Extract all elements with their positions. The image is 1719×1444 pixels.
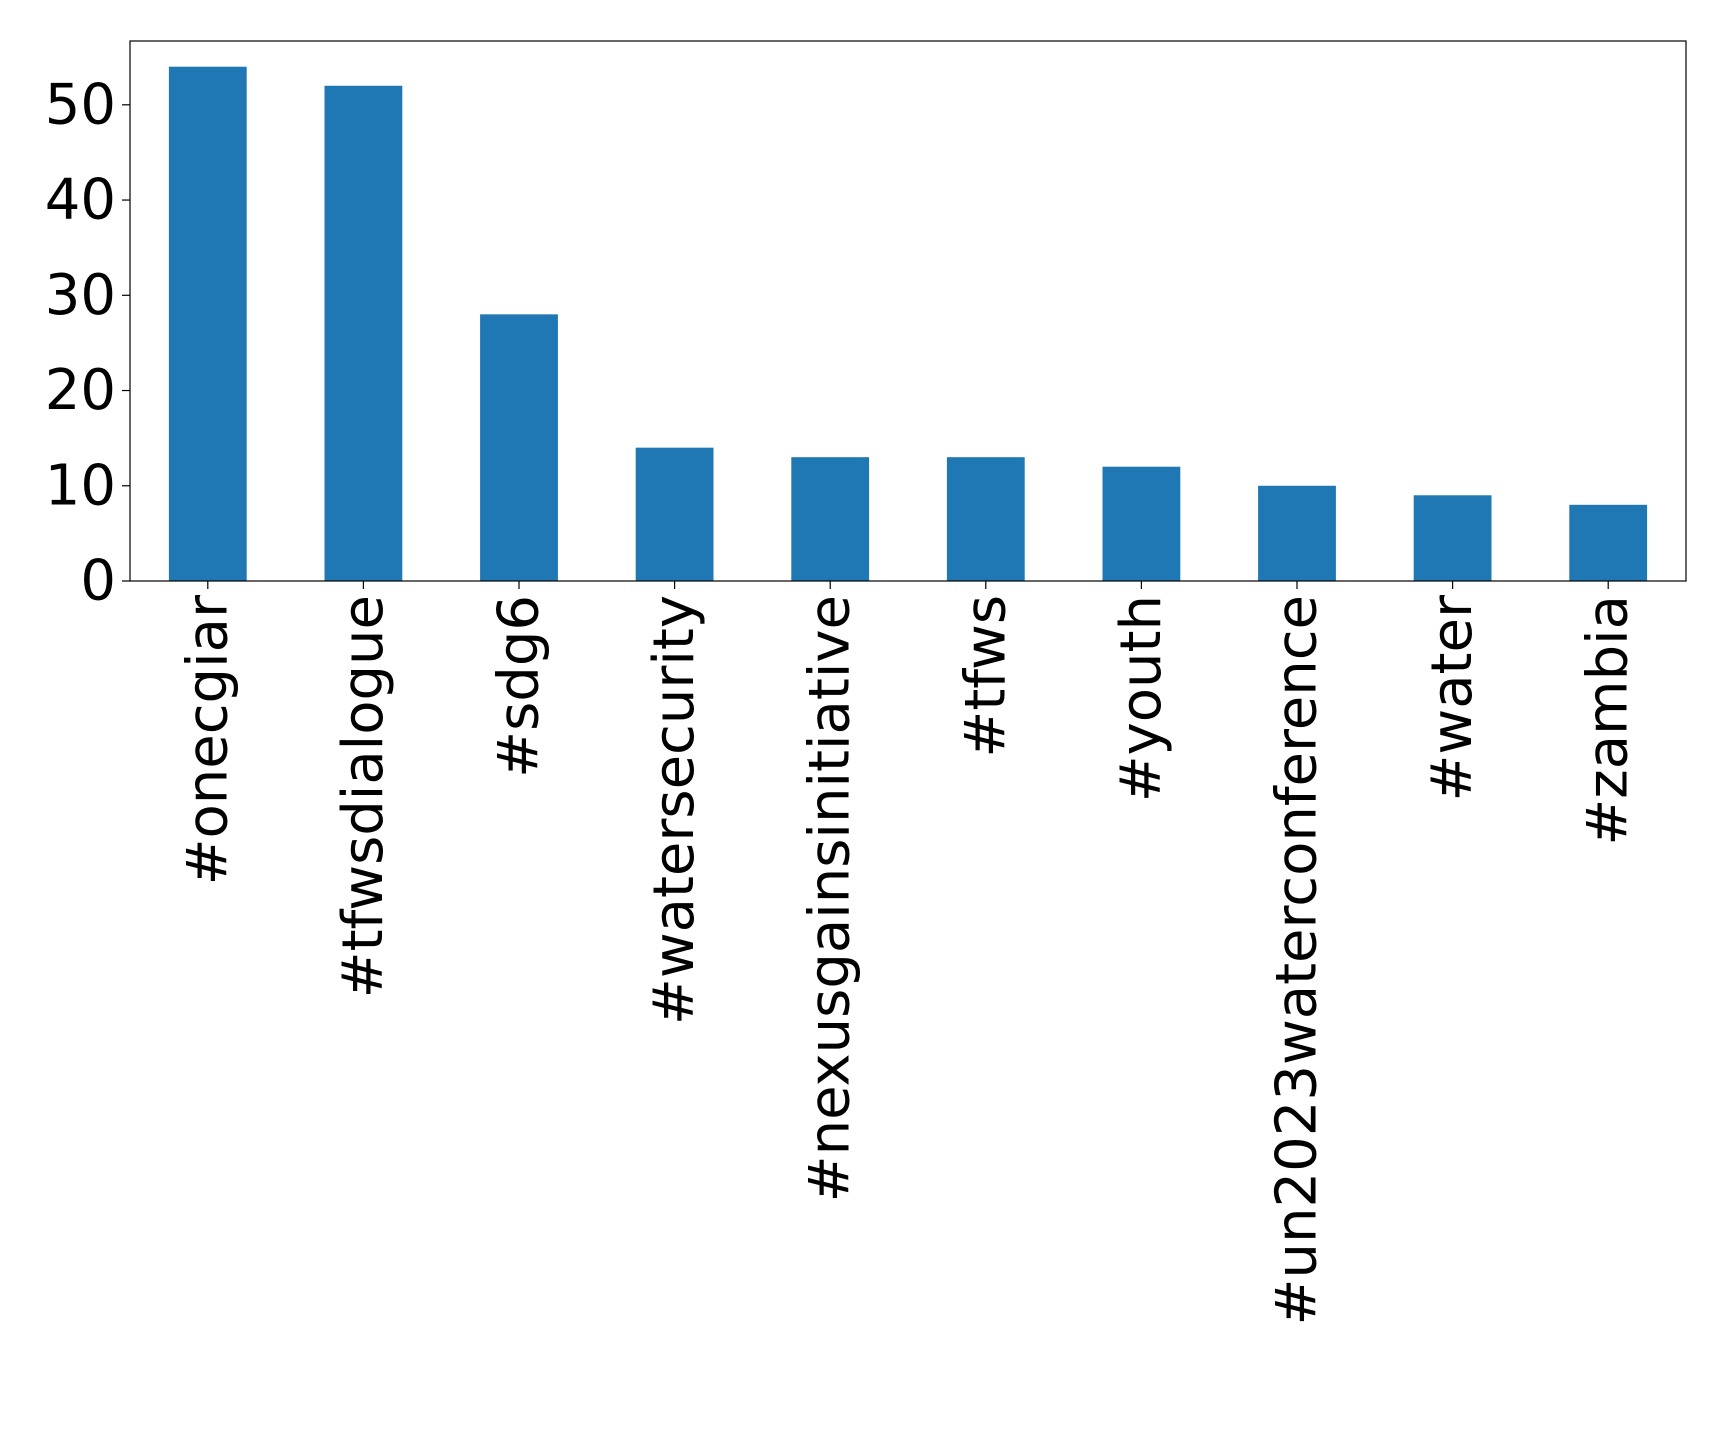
bar bbox=[1569, 504, 1648, 581]
bar bbox=[168, 66, 247, 581]
y-tick-label: 0 bbox=[80, 549, 116, 614]
bars-layer bbox=[168, 66, 1648, 581]
y-tick-label: 20 bbox=[45, 358, 116, 423]
bar bbox=[324, 85, 403, 581]
x-tick-label: #un2023waterconference bbox=[1265, 595, 1330, 1325]
x-tick-label: #youth bbox=[1109, 595, 1174, 802]
x-tick-label: #sdg6 bbox=[487, 595, 552, 778]
bar bbox=[635, 447, 714, 581]
plot-frame bbox=[129, 40, 1687, 582]
bar bbox=[1102, 466, 1181, 581]
x-tick-label: #tfws bbox=[953, 595, 1018, 758]
x-tick-label: #zambia bbox=[1576, 595, 1641, 846]
bar bbox=[791, 457, 870, 581]
bar bbox=[1258, 485, 1336, 581]
y-tick-label: 50 bbox=[45, 72, 116, 137]
x-tick-label: #watersecurity bbox=[642, 595, 707, 1025]
bar bbox=[946, 457, 1025, 581]
bar bbox=[480, 314, 558, 581]
x-tick-label: #nexusgainsinitiative bbox=[798, 595, 863, 1202]
bar bbox=[1413, 495, 1492, 581]
y-axis: 0 10 20 30 40 50 bbox=[45, 72, 130, 614]
y-tick-label: 30 bbox=[45, 263, 116, 328]
x-tick-label: #water bbox=[1420, 594, 1485, 801]
x-tick-label: #tfwsdialogue bbox=[331, 595, 396, 998]
x-axis: #onecgiar #tfwsdialogue #sdg6 #watersecurit… bbox=[175, 581, 1641, 1325]
y-tick-label: 10 bbox=[45, 453, 116, 518]
y-tick-label: 40 bbox=[45, 168, 116, 233]
x-tick-label: #onecgiar bbox=[175, 594, 240, 885]
